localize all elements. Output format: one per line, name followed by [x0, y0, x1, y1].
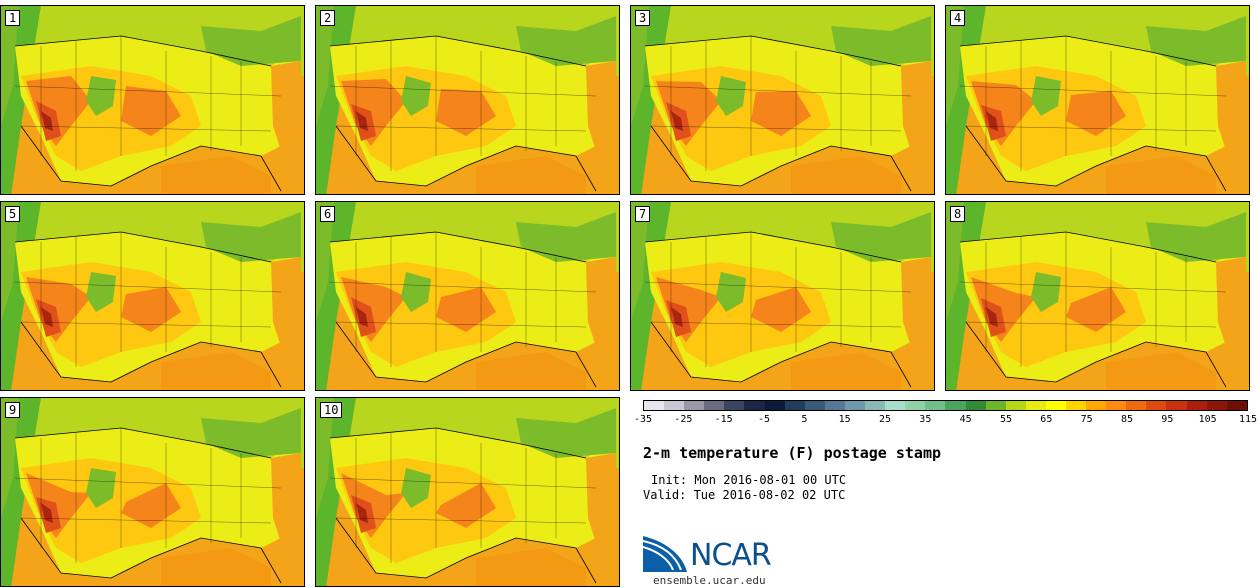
init-time: Init: Mon 2016-08-01 00 UTC: [651, 473, 847, 487]
colorbar-tick-label: 85: [1120, 414, 1134, 425]
ncar-logo-text: NCAR: [690, 538, 772, 573]
ensemble-member-panel: 3: [630, 5, 935, 195]
ncar-logo: [643, 536, 687, 572]
colorbar-swatch: [925, 401, 946, 410]
colorbar-swatch: [1086, 401, 1107, 410]
member-number: 2: [320, 10, 336, 26]
colorbar-swatch: [1065, 401, 1087, 410]
ensemble-member-panel: 7: [630, 201, 935, 391]
member-number: 4: [950, 10, 966, 26]
colorbar-swatch: [885, 401, 906, 410]
colorbar-swatch: [945, 401, 966, 410]
temperature-map: [1, 398, 304, 586]
colorbar-tick-label: 5: [801, 414, 808, 425]
member-number: 3: [635, 10, 651, 26]
colorbar-swatch: [1166, 401, 1187, 410]
temperature-map: [316, 6, 619, 194]
colorbar-swatch: [824, 401, 845, 410]
colorbar-swatch: [704, 401, 725, 410]
colorbar-swatch: [804, 401, 825, 410]
colorbar-tick-label: 95: [1161, 414, 1174, 425]
colorbar-swatch: [684, 401, 705, 410]
colorbar-tick-label: 25: [878, 414, 892, 425]
colorbar-swatch: [1106, 401, 1127, 410]
temperature-map: [316, 202, 619, 390]
colorbar-swatch: [905, 401, 926, 410]
temperature-map: [631, 202, 934, 390]
colorbar-swatch: [1045, 401, 1066, 410]
colorbar-ticks: -35 -25 -15 -5 5 15 25 35 45 55 65 75 85 95 105 115: [634, 414, 1257, 428]
colorbar-swatch: [644, 401, 665, 410]
member-number: 10: [320, 402, 343, 418]
colorbar-swatch: [724, 401, 745, 410]
figure-title: 2-m temperature (F) postage stamp: [643, 444, 942, 462]
colorbar-tick-label: -5: [757, 414, 771, 425]
temperature-map: [316, 398, 619, 586]
colorbar-tick-label: 15: [838, 414, 851, 425]
temperature-map: [946, 6, 1249, 194]
colorbar-swatch: [1126, 401, 1147, 410]
colorbar-tick-label: 35: [919, 414, 932, 425]
colorbar-swatch: [844, 401, 866, 410]
colorbar-tick-label: -15: [714, 414, 733, 425]
colorbar-swatch: [744, 401, 765, 410]
temperature-map: [631, 6, 934, 194]
colorbar-tick-label: 65: [1040, 414, 1053, 425]
member-number: 7: [635, 206, 651, 222]
member-number: 6: [320, 206, 336, 222]
ensemble-member-panel: 2: [315, 5, 620, 195]
temperature-colorbar: [643, 400, 1248, 411]
colorbar-swatch: [985, 401, 1006, 410]
member-number: 5: [5, 206, 21, 222]
ensemble-member-panel: 6: [315, 201, 620, 391]
colorbar-swatch: [965, 401, 986, 410]
member-number: 1: [5, 10, 21, 26]
ensemble-member-panel: 8: [945, 201, 1250, 391]
colorbar-tick-label: 115: [1238, 414, 1258, 425]
colorbar-tick-label: 105: [1198, 414, 1217, 425]
temperature-map: [946, 202, 1249, 390]
site-url[interactable]: ensemble.ucar.edu: [653, 574, 766, 587]
colorbar-swatch: [784, 401, 805, 410]
temperature-map: [1, 6, 304, 194]
colorbar-swatch: [1206, 401, 1227, 410]
colorbar-tick-label: -35: [633, 414, 653, 425]
ensemble-member-panel: 10: [315, 397, 620, 587]
colorbar-swatch: [664, 401, 685, 410]
member-number: 8: [950, 206, 966, 222]
colorbar-swatch: [865, 401, 886, 410]
valid-time: Valid: Tue 2016-08-02 02 UTC: [643, 488, 846, 502]
ensemble-member-panel: 1: [0, 5, 305, 195]
colorbar-tick-label: 55: [999, 414, 1013, 425]
colorbar-swatch: [1186, 401, 1207, 410]
colorbar-tick-label: -25: [674, 414, 693, 425]
colorbar-swatch: [1005, 401, 1026, 410]
ensemble-member-panel: 4: [945, 5, 1250, 195]
colorbar-swatch: [1025, 401, 1046, 410]
colorbar-tick-label: 75: [1080, 414, 1093, 425]
member-number: 9: [5, 402, 21, 418]
ensemble-member-panel: 9: [0, 397, 305, 587]
colorbar-swatch: [1146, 401, 1167, 410]
ensemble-member-panel: 5: [0, 201, 305, 391]
colorbar-tick-label: 45: [959, 414, 972, 425]
temperature-map: [1, 202, 304, 390]
colorbar-swatch: [1226, 401, 1247, 410]
colorbar-swatch: [764, 401, 785, 410]
